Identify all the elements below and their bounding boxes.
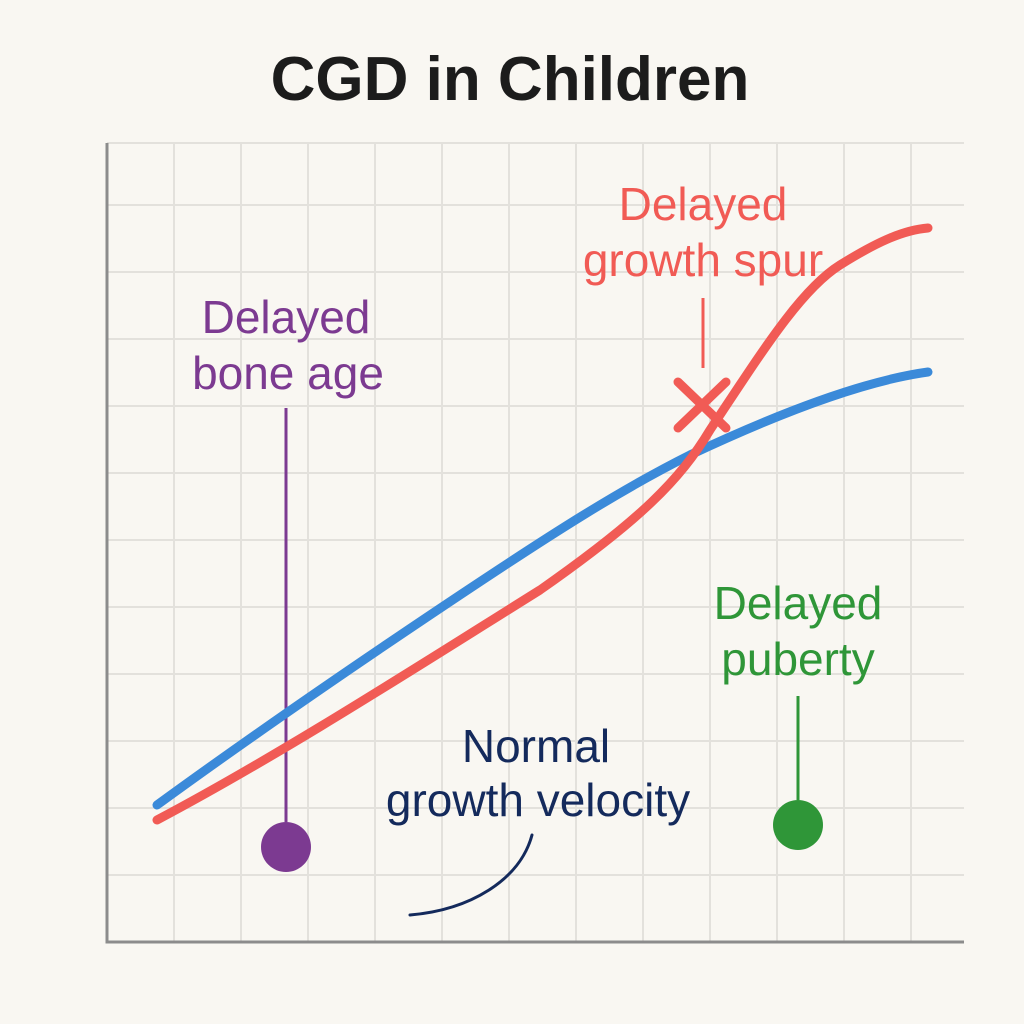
bone-age-label-line2: bone age — [192, 347, 384, 399]
puberty-label-line1: Delayed — [714, 577, 883, 629]
velocity-leader-line — [408, 833, 534, 917]
grid — [107, 142, 964, 942]
puberty-dot-marker — [773, 800, 823, 850]
chart-title: CGD in Children — [271, 45, 750, 114]
velocity-label-line2: growth velocity — [386, 774, 690, 826]
normal-growth-curve — [152, 367, 933, 810]
growth-spurt-x-marker — [673, 377, 731, 433]
puberty-label-line2: puberty — [721, 633, 874, 685]
axes — [105, 143, 964, 944]
bone-age-dot-marker — [261, 822, 311, 872]
growth-spurt-label-line1: Delayed — [619, 178, 788, 230]
bone-age-label-line1: Delayed — [202, 291, 371, 343]
delayed-growth-curve — [152, 223, 933, 825]
growth-spurt-label-line2: growth spur — [583, 234, 823, 286]
velocity-label-line1: Normal — [462, 720, 610, 772]
